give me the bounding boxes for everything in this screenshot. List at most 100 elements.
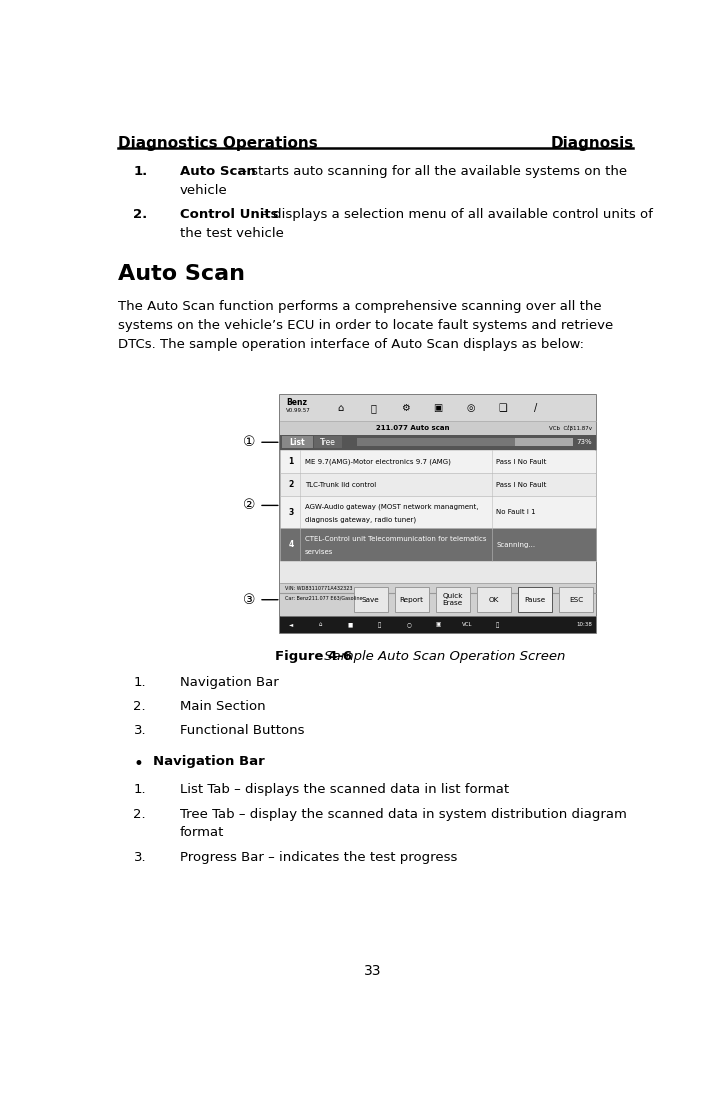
Text: – displays a selection menu of all available control units of: – displays a selection menu of all avail… xyxy=(257,208,652,221)
Text: servises: servises xyxy=(305,549,333,555)
Text: DTCs. The sample operation interface of Auto Scan displays as below:: DTCs. The sample operation interface of … xyxy=(118,337,584,351)
Text: ①: ① xyxy=(243,436,255,449)
Text: Diagnostics Operations: Diagnostics Operations xyxy=(118,136,318,150)
Bar xyxy=(280,616,596,634)
Text: List Tab – displays the scanned data in list format: List Tab – displays the scanned data in … xyxy=(180,783,509,796)
Text: ⌂: ⌂ xyxy=(318,623,322,627)
Bar xyxy=(280,473,596,497)
Text: format: format xyxy=(180,826,225,839)
Text: ESC: ESC xyxy=(569,597,583,603)
Text: 2: 2 xyxy=(288,480,294,489)
Bar xyxy=(280,421,596,435)
Bar xyxy=(435,587,470,612)
Text: Navigation Bar: Navigation Bar xyxy=(180,676,278,689)
Text: OK: OK xyxy=(489,597,499,603)
Bar xyxy=(395,587,429,612)
Text: Save: Save xyxy=(362,597,379,603)
Text: Car: Benz211.077 E63/Gasoline: Car: Benz211.077 E63/Gasoline xyxy=(285,595,362,601)
Text: AGW-Audio gateway (MOST network managment,: AGW-Audio gateway (MOST network managmen… xyxy=(305,503,478,510)
Text: Quick
Erase: Quick Erase xyxy=(443,593,463,606)
Bar xyxy=(477,587,511,612)
Text: Diagnosis: Diagnosis xyxy=(550,136,633,150)
Text: the test vehicle: the test vehicle xyxy=(180,227,284,240)
Text: 3: 3 xyxy=(288,508,294,517)
Text: Tree: Tree xyxy=(320,438,336,447)
Text: ③: ③ xyxy=(243,593,255,607)
Text: Pause: Pause xyxy=(524,597,545,603)
Text: Sample Auto Scan Operation Screen: Sample Auto Scan Operation Screen xyxy=(321,650,566,664)
Text: Scanning...: Scanning... xyxy=(497,542,535,547)
Text: ⚙: ⚙ xyxy=(401,403,410,413)
Text: vehicle: vehicle xyxy=(180,184,228,197)
Text: List: List xyxy=(289,438,305,447)
Text: 10:38: 10:38 xyxy=(577,623,593,627)
Text: ⎈: ⎈ xyxy=(370,403,376,413)
Text: 211.077 Auto scan: 211.077 Auto scan xyxy=(376,425,449,431)
Bar xyxy=(280,529,596,561)
Text: 33: 33 xyxy=(364,964,382,979)
Text: 73%: 73% xyxy=(577,439,593,446)
Text: Pass I No Fault: Pass I No Fault xyxy=(497,459,547,465)
Text: ②: ② xyxy=(243,499,255,512)
Text: ■: ■ xyxy=(347,623,353,627)
Text: Progress Bar – indicates the test progress: Progress Bar – indicates the test progre… xyxy=(180,851,457,864)
Text: /: / xyxy=(534,403,537,413)
Text: No Fault I 1: No Fault I 1 xyxy=(497,510,536,515)
Bar xyxy=(353,587,387,612)
Text: Benz: Benz xyxy=(286,397,308,407)
Text: 4: 4 xyxy=(288,540,294,550)
Text: ⌂: ⌂ xyxy=(337,403,344,413)
Text: CTEL-Control unit Telecommunication for telematics: CTEL-Control unit Telecommunication for … xyxy=(305,536,486,542)
Text: – starts auto scanning for all the available systems on the: – starts auto scanning for all the avail… xyxy=(236,165,627,178)
Text: 1.: 1. xyxy=(134,783,146,796)
Text: Tree Tab – display the scanned data in system distribution diagram: Tree Tab – display the scanned data in s… xyxy=(180,807,627,821)
Bar xyxy=(314,436,342,448)
Text: ○: ○ xyxy=(406,623,411,627)
Text: 1.: 1. xyxy=(134,676,146,689)
Text: Control Units: Control Units xyxy=(180,208,278,221)
Text: Functional Buttons: Functional Buttons xyxy=(180,724,305,737)
Text: diagnosis gateway, radio tuner): diagnosis gateway, radio tuner) xyxy=(305,517,416,523)
Bar xyxy=(280,395,596,421)
Text: 3.: 3. xyxy=(134,851,146,864)
Text: Navigation Bar: Navigation Bar xyxy=(153,755,265,768)
Text: Report: Report xyxy=(400,597,424,603)
Text: 1: 1 xyxy=(288,457,294,466)
Text: •: • xyxy=(134,755,143,773)
Text: TLC-Trunk lid control: TLC-Trunk lid control xyxy=(305,481,376,488)
Text: Figure 4-6: Figure 4-6 xyxy=(275,650,352,664)
Text: systems on the vehicle’s ECU in order to locate fault systems and retrieve: systems on the vehicle’s ECU in order to… xyxy=(118,319,614,332)
Text: The Auto Scan function performs a comprehensive scanning over all the: The Auto Scan function performs a compre… xyxy=(118,300,602,313)
Bar xyxy=(280,450,596,473)
Text: VIN: WD83110771A432323: VIN: WD83110771A432323 xyxy=(285,586,352,592)
Text: ◄: ◄ xyxy=(289,623,293,627)
Text: ME 9.7(AMG)-Motor electronics 9.7 (AMG): ME 9.7(AMG)-Motor electronics 9.7 (AMG) xyxy=(305,458,451,465)
Text: VCL: VCL xyxy=(462,623,473,627)
Text: Auto Scan: Auto Scan xyxy=(180,165,256,178)
Text: 2.: 2. xyxy=(134,700,146,713)
Text: Main Section: Main Section xyxy=(180,700,265,713)
Bar xyxy=(280,497,596,529)
Bar xyxy=(559,587,593,612)
Text: VCb  Cℓβ11.87v: VCb Cℓβ11.87v xyxy=(550,425,593,431)
Text: Pass I No Fault: Pass I No Fault xyxy=(497,481,547,488)
Bar xyxy=(281,436,313,448)
Text: Auto Scan: Auto Scan xyxy=(118,263,245,283)
Bar xyxy=(280,395,596,634)
Text: ❑: ❑ xyxy=(499,403,507,413)
Text: ▣: ▣ xyxy=(433,403,443,413)
Text: 3.: 3. xyxy=(134,724,146,737)
Text: ⛓: ⛓ xyxy=(495,622,499,627)
Bar xyxy=(358,438,515,446)
Bar xyxy=(358,438,573,446)
Bar xyxy=(518,587,552,612)
Text: 1.: 1. xyxy=(134,165,148,178)
Text: 2.: 2. xyxy=(134,807,146,821)
Text: V0.99.57: V0.99.57 xyxy=(286,408,311,414)
Text: ⌖: ⌖ xyxy=(377,622,381,627)
Bar xyxy=(280,561,596,593)
Text: ◎: ◎ xyxy=(467,403,475,413)
Bar xyxy=(280,583,596,616)
Text: ▣: ▣ xyxy=(435,623,441,627)
Text: 2.: 2. xyxy=(134,208,148,221)
